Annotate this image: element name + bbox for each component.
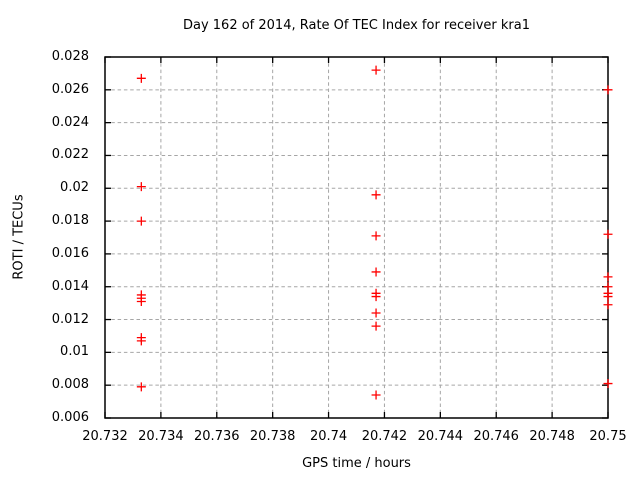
x-tick-label: 20.75 [589, 429, 627, 444]
y-tick-label: 0.018 [51, 213, 89, 229]
y-tick-label: 0.028 [51, 49, 89, 64]
data-point-marker [371, 321, 381, 331]
x-tick-label: 20.744 [417, 429, 464, 444]
data-point-marker [603, 300, 613, 310]
y-tick-label: 0.01 [60, 344, 89, 360]
y-tick-label: 0.006 [51, 410, 89, 425]
data-point-marker [136, 296, 146, 306]
data-point-marker [371, 308, 381, 318]
data-point-marker [603, 379, 613, 389]
data-point-marker [136, 216, 146, 226]
data-point-marker [603, 292, 613, 302]
y-tick-label: 0.014 [51, 278, 89, 294]
x-tick-label: 20.734 [138, 429, 184, 444]
data-point-marker [136, 382, 146, 392]
data-point-marker [603, 272, 613, 282]
plot-border [104, 56, 609, 419]
data-point-marker [136, 182, 146, 192]
x-tick-label: 20.748 [529, 429, 575, 444]
data-point-marker [371, 65, 381, 75]
x-tick-label: 20.736 [194, 429, 240, 444]
y-tick-label: 0.008 [51, 377, 89, 393]
data-point-marker [136, 73, 146, 83]
x-tick-label: 20.746 [473, 429, 519, 444]
data-point-marker [371, 190, 381, 200]
data-point-marker [603, 229, 613, 239]
x-tick-label: 20.742 [361, 429, 408, 444]
y-tick-label: 0.016 [51, 245, 89, 261]
data-point-marker [136, 336, 146, 346]
data-point-marker [371, 231, 381, 241]
data-point-marker [371, 292, 381, 302]
data-point-marker [371, 390, 381, 400]
y-tick-label: 0.024 [51, 114, 89, 130]
y-tick-label: 0.026 [51, 81, 89, 97]
data-point-marker [371, 267, 381, 277]
x-tick-label: 20.738 [249, 429, 296, 444]
y-tick-label: 0.012 [51, 311, 89, 327]
x-tick-label: 20.74 [309, 429, 348, 444]
y-tick-label: 0.02 [60, 180, 89, 196]
data-point-marker [603, 85, 613, 95]
y-tick-label: 0.022 [51, 147, 89, 163]
x-axis-title: GPS time / hours [302, 456, 411, 471]
chart-title: Day 162 of 2014, Rate Of TEC Index for r… [182, 18, 531, 33]
x-tick-label: 20.732 [82, 429, 128, 444]
